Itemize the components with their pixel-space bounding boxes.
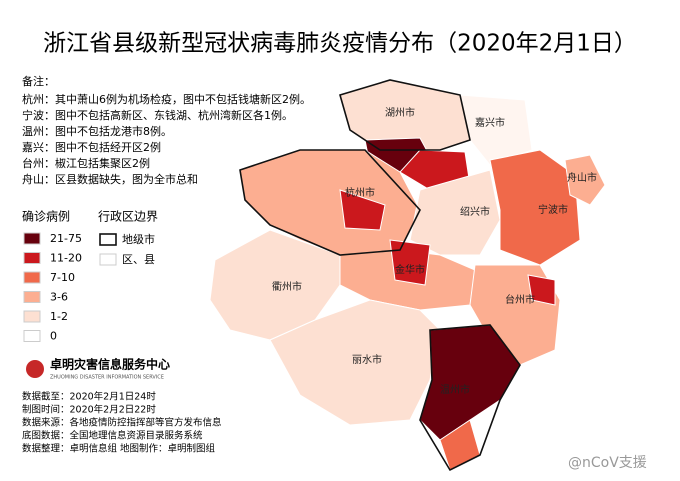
city-border xyxy=(239,149,421,256)
notes: 杭州：其中萧山6例为机场检疫，图中不包括钱塘新区2例。宁波：图中不包括高新区、东… xyxy=(22,92,311,186)
boundary-title: 行政区边界 xyxy=(98,210,158,224)
region xyxy=(389,239,431,286)
boundary-label: 地级市 xyxy=(122,232,155,246)
city-label: 台州市 xyxy=(505,293,535,306)
legend-swatch xyxy=(23,271,41,284)
region xyxy=(564,154,606,206)
city-borders xyxy=(239,79,521,472)
city-border xyxy=(419,324,521,472)
logo-icon xyxy=(26,360,44,378)
legend-title: 确诊病例 xyxy=(22,209,70,224)
footer-line: 数据整理：卓明信息组 地图制作：卓明制图组 xyxy=(22,443,216,455)
note-line: 杭州：其中萧山6例为机场检疫，图中不包括钱塘新区2例。 xyxy=(22,92,311,106)
legend-label: 1-2 xyxy=(50,310,68,323)
city-label: 绍兴市 xyxy=(460,205,490,218)
footer-line: 数据截至：2020年2月1日24时 xyxy=(22,391,156,403)
legend-label: 0 xyxy=(50,330,57,343)
legend-swatch xyxy=(23,330,41,342)
legend-label: 3-6 xyxy=(50,291,68,304)
legend-label: 21-75 xyxy=(50,232,82,245)
note-line: 台州：椒江包括集聚区2例 xyxy=(22,156,150,170)
watermark: @nCoV支援 xyxy=(568,455,647,471)
note-line: 嘉兴：图中不包括经开区2例 xyxy=(22,140,161,154)
city-label: 湖州市 xyxy=(385,106,415,119)
title: 浙江省县级新型冠状病毒肺炎疫情分布（2020年2月1日） xyxy=(43,31,637,57)
legend-swatch xyxy=(23,232,41,245)
boundary-label: 区、县 xyxy=(122,253,155,266)
legend-label: 7-10 xyxy=(50,271,75,284)
city-label: 舟山市 xyxy=(567,171,597,184)
legend-swatch xyxy=(23,252,41,264)
city-label: 丽水市 xyxy=(352,353,382,366)
city-border xyxy=(339,79,471,151)
boundary-swatch xyxy=(99,233,117,246)
city-label: 宁波市 xyxy=(538,203,568,216)
city-label: 嘉兴市 xyxy=(475,116,505,129)
note-line: 舟山：区县数据缺失，图为全市总和 xyxy=(22,172,198,186)
legend-label: 11-20 xyxy=(50,252,82,265)
legend-swatch xyxy=(23,291,41,303)
notes-heading: 备注： xyxy=(22,74,55,88)
region xyxy=(339,189,386,231)
legend: 21-75 11-20 7-10 3-6 1-2 0 xyxy=(23,232,82,343)
city-label: 金华市 xyxy=(395,263,425,276)
footer: 数据截至：2020年2月1日24时制图时间：2020年2月2日22时数据来源：各… xyxy=(22,391,222,455)
city-label: 衢州市 xyxy=(272,280,302,293)
region xyxy=(527,274,556,306)
footer-line: 底图数据：全国地理信息资源目录服务系统 xyxy=(22,430,203,442)
region xyxy=(489,149,581,266)
city-label: 温州市 xyxy=(440,383,470,396)
boundary-swatch xyxy=(99,253,117,266)
logo-sub: ZHUOMING DISASTER INFORMATION SERVICE xyxy=(50,375,164,381)
note-line: 温州：图中不包括龙港市8例。 xyxy=(22,124,172,138)
footer-line: 制图时间：2020年2月2日22时 xyxy=(22,404,156,416)
region xyxy=(409,169,501,256)
legend-swatch xyxy=(23,310,41,323)
logo-name: 卓明灾害信息服务中心 xyxy=(50,357,170,372)
note-line: 宁波：图中不包括高新区、东钱湖、杭州湾新区各1例。 xyxy=(22,108,293,122)
footer-line: 数据来源：各地疫情防控指挥部等官方发布信息 xyxy=(22,417,222,429)
city-label: 杭州市 xyxy=(345,186,375,199)
